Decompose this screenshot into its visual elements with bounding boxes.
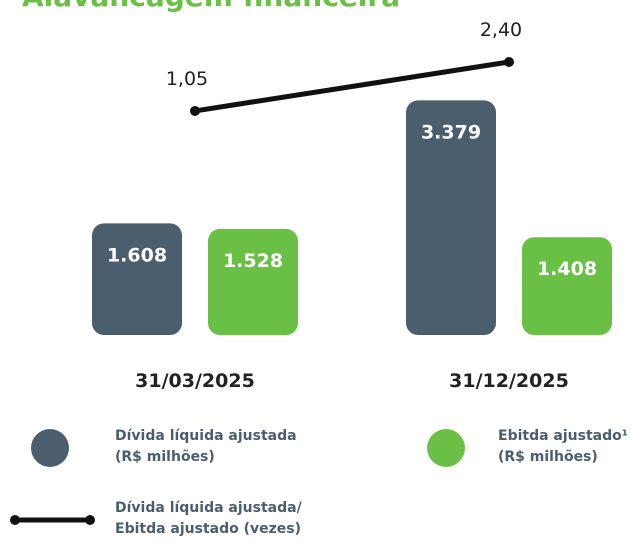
- bar: [522, 237, 612, 335]
- x-tick-label: 31/12/2025: [449, 370, 569, 392]
- line: [194, 59, 510, 114]
- legend-marker: [31, 429, 69, 467]
- bar: [406, 100, 496, 336]
- value-label: 3.379: [421, 121, 481, 143]
- legend-marker: [10, 515, 20, 525]
- line-point: [504, 57, 514, 67]
- value-label: 1.608: [107, 244, 167, 266]
- bar: [208, 228, 298, 335]
- value-label: 1.408: [537, 258, 597, 280]
- chart-title: Alavancagem financeira: [22, 0, 400, 13]
- value-label: 1,05: [166, 68, 208, 90]
- value-label: 2,40: [480, 19, 522, 41]
- legend-label: Ebitda ajustado¹ (R$ milhões): [498, 428, 628, 465]
- legend-marker: [427, 429, 465, 467]
- legend-marker: [85, 515, 95, 525]
- value-label: 1.528: [223, 250, 283, 272]
- x-tick-label: 31/03/2025: [135, 370, 255, 392]
- legend-label: Dívida líquida ajustada/ Ebitda ajustado…: [115, 500, 302, 537]
- bar: [92, 223, 182, 335]
- legend-label: Dívida líquida ajustada (R$ milhões): [115, 428, 297, 465]
- line-point: [190, 105, 200, 116]
